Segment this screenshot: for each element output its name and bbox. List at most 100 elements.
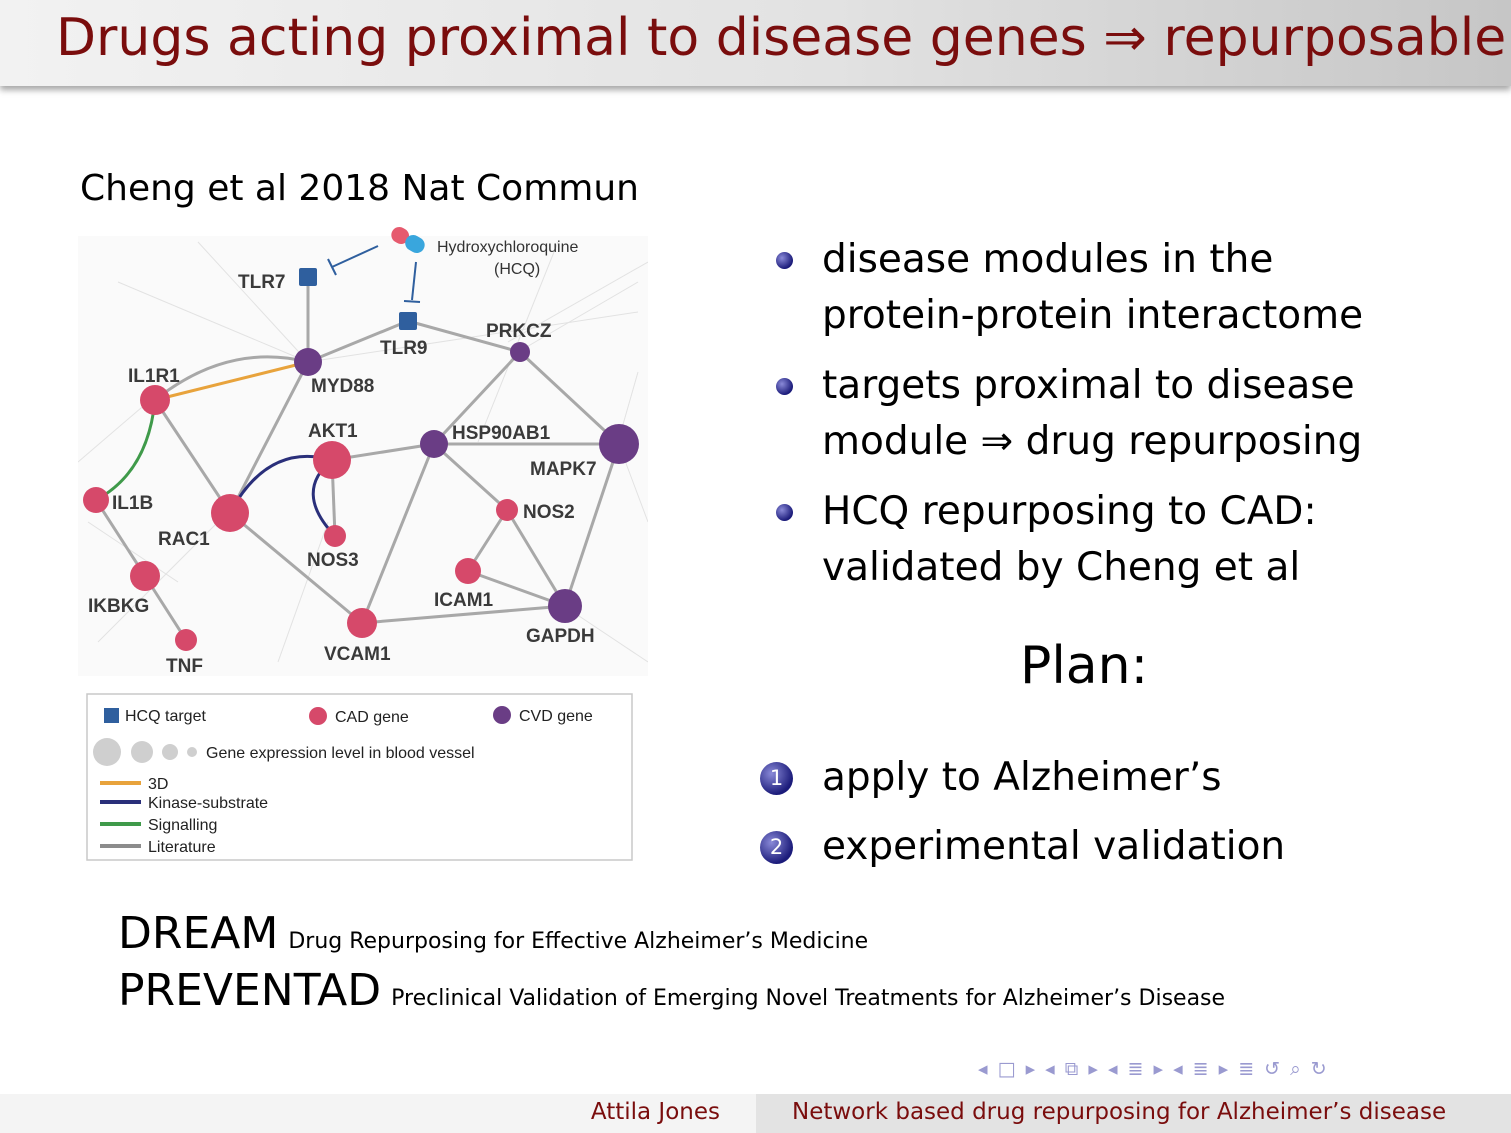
nav-next-section-icon[interactable]: ◂ ≣ ▸ — [1173, 1058, 1231, 1080]
bullet-item: targets proximal to disease module ⇒ dru… — [776, 358, 1476, 470]
legend-kinase: Kinase-substrate — [148, 795, 268, 812]
plan-number: 1 — [760, 762, 793, 795]
footer-right: Network based drug repurposing for Alzhe… — [756, 1094, 1511, 1133]
bullet-line: protein-protein interactome — [822, 293, 1364, 338]
plan-text: apply to Alzheimer’s — [822, 755, 1222, 800]
footer-author: Attila Jones — [590, 1099, 720, 1125]
legend: HCQ target CAD gene CVD gene Gene expres… — [86, 693, 633, 861]
bullet-line: HCQ repurposing to CAD: — [822, 489, 1317, 534]
title-bar: Drugs acting proximal to disease genes ⇒… — [0, 0, 1511, 86]
bullet-line: module ⇒ drug repurposing — [822, 419, 1363, 464]
footer-talk-title: Network based drug repurposing for Alzhe… — [792, 1099, 1447, 1125]
acronym-dream: DREAM Drug Repurposing for Effective Alzh… — [118, 908, 868, 959]
nav-search-icon[interactable]: ↺ ⌕ ↻ — [1264, 1058, 1329, 1080]
drug-label-1: Hydroxychloroquine — [437, 239, 579, 256]
node-rac1 — [211, 494, 249, 532]
bullet-item: HCQ repurposing to CAD: validated by Che… — [776, 484, 1476, 596]
legend-cvd-gene: CVD gene — [519, 708, 593, 725]
plan-item: 1 apply to Alzheimer’s — [760, 750, 1460, 806]
legend-size-s — [187, 747, 197, 757]
node-tlr7 — [299, 268, 317, 286]
legend-expression: Gene expression level in blood vessel — [206, 745, 475, 762]
label-icam1: ICAM1 — [434, 590, 494, 611]
node-il1b — [83, 487, 109, 513]
plan-item: 2 experimental validation — [760, 819, 1460, 875]
network-diagram: Hydroxychloroquine (HCQ) TLR7 TLR9 PRKCZ… — [77, 227, 649, 861]
drug-label-2: (HCQ) — [494, 261, 540, 278]
label-vcam1: VCAM1 — [324, 644, 391, 665]
legend-size-l — [131, 741, 153, 763]
label-nos2: NOS2 — [523, 502, 575, 523]
node-myd88 — [294, 348, 322, 376]
node-vcam1 — [347, 608, 377, 638]
footer-left: Attila Jones — [0, 1094, 756, 1133]
acronym-expansion: Preclinical Validation of Emerging Novel… — [391, 986, 1226, 1011]
label-hsp90ab1: HSP90AB1 — [452, 423, 551, 444]
beamer-navigation[interactable]: ◂ □ ▸ ◂ ⧉ ▸ ◂ ≣ ▸ ◂ ≣ ▸ ≣ ↺ ⌕ ↻ — [978, 1058, 1329, 1080]
bullet-line: validated by Cheng et al — [822, 545, 1301, 590]
footer: Attila Jones Network based drug repurpos… — [0, 1094, 1511, 1133]
label-tlr9: TLR9 — [380, 338, 428, 359]
label-tnf: TNF — [166, 656, 203, 677]
nav-prev-subsection-icon[interactable]: ◂ ⧉ ▸ — [1045, 1058, 1100, 1080]
drug-inhibition-edges — [327, 245, 421, 303]
bullet-dot — [776, 378, 793, 395]
legend-size-m — [162, 744, 178, 760]
node-mapk7 — [599, 424, 639, 464]
bullet-dot — [776, 252, 793, 269]
legend-3d: 3D — [148, 776, 168, 793]
citation: Cheng et al 2018 Nat Commun — [80, 168, 639, 209]
label-myd88: MYD88 — [311, 376, 374, 397]
plan-heading: Plan: — [1020, 636, 1149, 696]
label-mapk7: MAPK7 — [530, 459, 597, 480]
label-gapdh: GAPDH — [526, 626, 595, 647]
nav-prev-frame-icon[interactable]: ◂ □ ▸ — [978, 1058, 1038, 1080]
slide-title: Drugs acting proximal to disease genes ⇒… — [56, 8, 1507, 68]
node-hsp90ab1 — [420, 430, 448, 458]
label-il1b: IL1B — [112, 493, 153, 514]
node-prkcz — [510, 342, 530, 362]
plan-text: experimental validation — [822, 824, 1286, 869]
acronym-name: PREVENTAD — [118, 965, 382, 1016]
pill-icon — [391, 227, 425, 253]
network-figure: Hydroxychloroquine (HCQ) TLR7 TLR9 PRKCZ… — [77, 222, 649, 868]
plan-number: 2 — [760, 831, 793, 864]
bullet-list: disease modules in the protein-protein i… — [776, 232, 1476, 610]
bullet-line: targets proximal to disease — [822, 363, 1355, 408]
legend-signalling: Signalling — [148, 817, 217, 834]
node-tnf — [175, 629, 197, 651]
node-nos3 — [324, 525, 346, 547]
bullet-line: disease modules in the — [822, 237, 1274, 282]
label-il1r1: IL1R1 — [128, 366, 180, 387]
legend-literature: Literature — [148, 839, 216, 856]
label-akt1: AKT1 — [308, 421, 358, 442]
label-rac1: RAC1 — [158, 529, 210, 550]
nav-toc-icon[interactable]: ≣ — [1238, 1058, 1257, 1080]
node-nos2 — [496, 499, 518, 521]
label-ikbkg: IKBKG — [88, 596, 149, 617]
label-tlr7: TLR7 — [238, 272, 286, 293]
legend-size-xl — [93, 738, 121, 766]
node-icam1 — [455, 558, 481, 584]
literature-edges — [94, 277, 621, 641]
node-tlr9 — [399, 312, 417, 330]
legend-cvd-marker — [493, 706, 511, 724]
acronym-preventad: PREVENTAD Preclinical Validation of Emerg… — [118, 965, 1225, 1016]
node-gapdh — [548, 589, 582, 623]
legend-cad-marker — [309, 707, 327, 725]
node-akt1 — [313, 441, 351, 479]
acronym-expansion: Drug Repurposing for Effective Alzheimer… — [288, 929, 869, 954]
edge-3d — [154, 360, 309, 402]
legend-hcq-target: HCQ target — [125, 708, 206, 725]
label-prkcz: PRKCZ — [486, 321, 552, 342]
legend-box — [86, 693, 633, 861]
acronym-name: DREAM — [118, 908, 279, 959]
legend-hcq-marker — [104, 708, 119, 723]
node-il1r1 — [140, 385, 170, 415]
node-ikbkg — [130, 561, 160, 591]
label-nos3: NOS3 — [307, 550, 359, 571]
bullet-item: disease modules in the protein-protein i… — [776, 232, 1476, 344]
nav-prev-section-icon[interactable]: ◂ ≣ ▸ — [1107, 1058, 1166, 1080]
bullet-dot — [776, 504, 793, 521]
legend-cad-gene: CAD gene — [335, 709, 409, 726]
